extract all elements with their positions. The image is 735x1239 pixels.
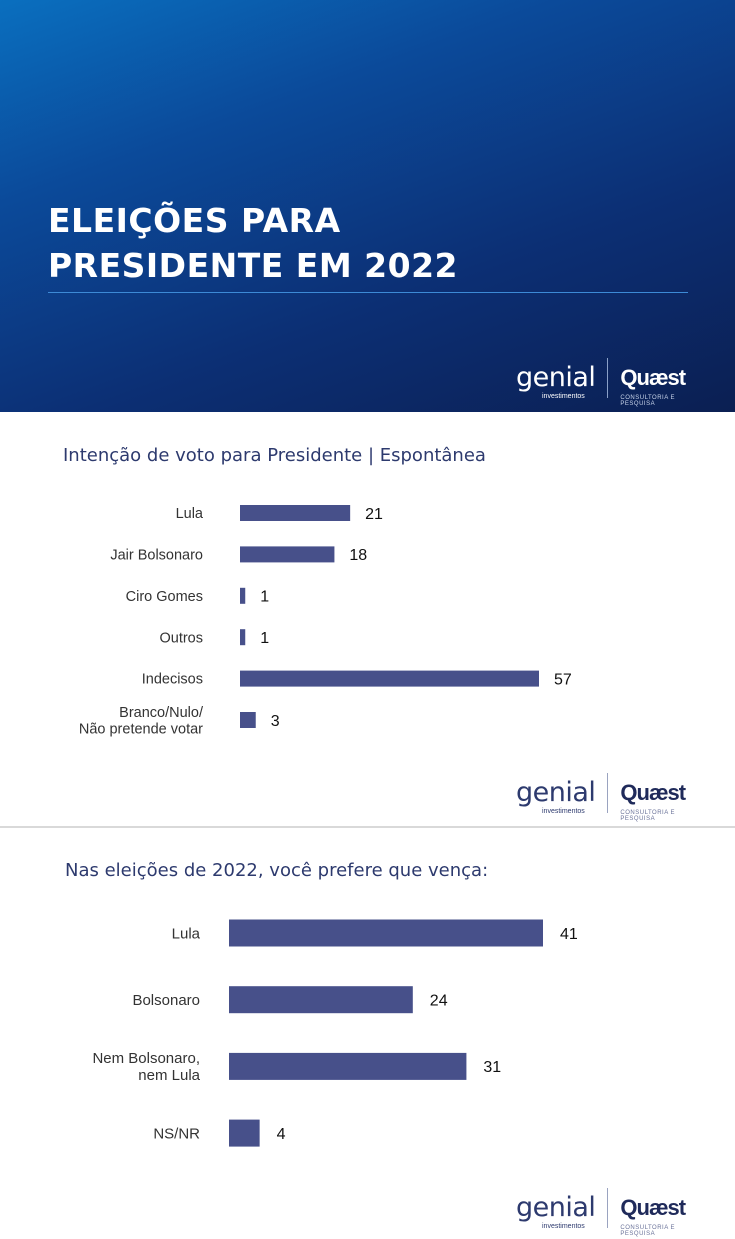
category-label-line: Nem Bolsonaro, — [92, 1050, 200, 1067]
chart-spontaneous: Lula 21 Jair Bolsonaro 18 Ciro Gomes 1 Outros 1… — [79, 505, 572, 738]
genial-logo-subtext: investimentos — [542, 808, 585, 815]
data-label: 41 — [560, 926, 578, 943]
bar — [240, 505, 351, 521]
genial-logo: genial investimentos — [516, 777, 596, 816]
genial-logo-text: genial — [516, 1192, 596, 1223]
banner-title: ELEIÇÕES PARA PRESIDENTE EM 2022 — [48, 198, 458, 288]
bar — [240, 629, 246, 646]
category-label: Branco/Nulo/Não pretende votar — [79, 705, 204, 738]
bar — [240, 712, 256, 728]
category-label: Nem Bolsonaro, nem Lula — [92, 1050, 200, 1084]
category-label-line: Lula — [172, 925, 201, 942]
category-label-line: Bolsonaro — [132, 992, 200, 1009]
genial-logo-text: genial — [516, 362, 596, 393]
bar — [240, 546, 335, 563]
logo-group-chart-2: genial investimentos Quæst CONSULTORIA E… — [516, 1188, 686, 1237]
quaest-logo-text: Quæst — [620, 1195, 686, 1220]
banner-title-line-1: ELEIÇÕES PARA — [48, 201, 341, 240]
quaest-logo: Quæst CONSULTORIA E PESQUISA — [620, 365, 686, 407]
quaest-logo-text: Quæst — [620, 365, 686, 390]
logo-group-chart-1: genial investimentos Quæst CONSULTORIA E… — [516, 773, 686, 822]
category-label-line: Jair Bolsonaro — [110, 547, 203, 563]
bar — [229, 1119, 260, 1147]
category-label-line: nem Lula — [138, 1067, 200, 1084]
panel-divider — [0, 826, 735, 828]
genial-logo-subtext: investimentos — [542, 1223, 585, 1230]
category-label: Lula — [176, 506, 204, 522]
category-label: Jair Bolsonaro — [110, 547, 203, 563]
chart-panel-spontaneous: Intenção de voto para Presidente | Espon… — [0, 412, 735, 826]
banner-title-line-2: PRESIDENTE EM 2022 — [48, 246, 458, 285]
category-label-line: Não pretende votar — [79, 721, 203, 737]
quaest-logo: Quæst CONSULTORIA E PESQUISA — [620, 780, 686, 822]
data-label: 4 — [277, 1126, 286, 1143]
genial-logo: genial investimentos — [516, 362, 596, 401]
chart-panel-preference: Nas eleições de 2022, você prefere que v… — [0, 828, 735, 1239]
quaest-logo-subtext: CONSULTORIA E PESQUISA — [620, 395, 676, 407]
data-label: 57 — [554, 671, 572, 688]
chart-title-preference: Nas eleições de 2022, você prefere que v… — [65, 860, 489, 881]
category-label-line: Lula — [176, 506, 204, 522]
logo-separator — [607, 358, 609, 398]
data-label: 21 — [365, 506, 383, 523]
category-label: Ciro Gomes — [126, 589, 203, 605]
logo-group-banner: genial investimentos Quæst CONSULTORIA E… — [516, 358, 686, 407]
category-label: NS/NR — [153, 1125, 200, 1142]
genial-logo-subtext: investimentos — [542, 393, 585, 400]
category-label-line: Outros — [159, 630, 203, 646]
quaest-logo-text: Quæst — [620, 780, 686, 805]
data-label: 1 — [260, 589, 269, 606]
category-label-line: Branco/Nulo/ — [119, 705, 204, 721]
data-label: 18 — [349, 547, 367, 564]
bar — [229, 919, 543, 947]
quaest-logo-subtext: CONSULTORIA E PESQUISA — [620, 810, 676, 822]
category-label-line: Ciro Gomes — [126, 589, 203, 605]
data-label: 1 — [260, 630, 269, 647]
bar — [240, 587, 246, 604]
data-label: 3 — [271, 713, 280, 730]
logo-separator — [607, 773, 609, 813]
quaest-logo-subtext: CONSULTORIA E PESQUISA — [620, 1225, 676, 1237]
category-label: Lula — [172, 925, 201, 942]
chart-title-spontaneous: Intenção de voto para Presidente | Espon… — [63, 445, 486, 466]
category-label: Outros — [159, 630, 203, 646]
genial-logo: genial investimentos — [516, 1192, 596, 1231]
bar — [229, 986, 413, 1014]
category-label-line: Indecisos — [142, 672, 203, 688]
logo-separator — [607, 1188, 609, 1228]
bar — [240, 670, 539, 687]
bar — [229, 1052, 467, 1080]
category-label: Indecisos — [142, 672, 203, 688]
quaest-logo: Quæst CONSULTORIA E PESQUISA — [620, 1195, 686, 1237]
genial-logo-text: genial — [516, 777, 596, 808]
data-label: 31 — [483, 1059, 501, 1076]
header-banner: ELEIÇÕES PARA PRESIDENTE EM 2022 genial … — [0, 0, 735, 412]
category-label: Bolsonaro — [132, 992, 200, 1009]
chart-preference: Lula 41 Bolsonaro 24 Nem Bolsonaro, nem Lula 3… — [92, 919, 578, 1147]
data-label: 24 — [430, 992, 448, 1009]
banner-divider — [48, 292, 688, 293]
category-label-line: NS/NR — [153, 1125, 200, 1142]
